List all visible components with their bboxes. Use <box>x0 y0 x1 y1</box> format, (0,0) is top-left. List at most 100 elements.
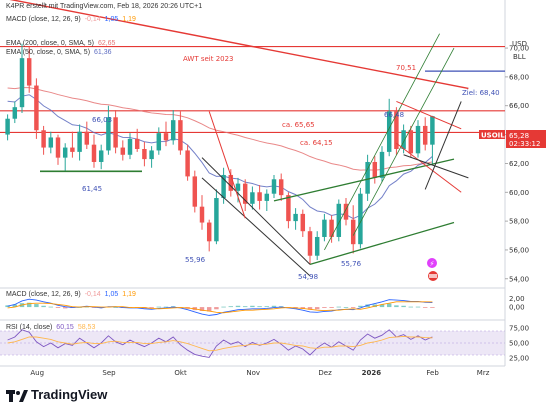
candle[interactable] <box>314 231 320 261</box>
macd-pane-legend[interactable]: MACD (close, 12, 26, 9) -0,14 1,05 1,19 <box>6 290 140 299</box>
candle[interactable] <box>163 121 169 147</box>
candle[interactable] <box>149 146 154 168</box>
time-tick-label: Mrz <box>477 369 490 377</box>
label-awt: AWT seit 2023 <box>183 55 234 63</box>
candle[interactable] <box>286 192 291 229</box>
candle[interactable] <box>26 46 32 93</box>
candle[interactable] <box>5 114 10 141</box>
currency-label[interactable]: USD <box>512 40 527 48</box>
macd-histogram-bar <box>408 306 414 308</box>
candle[interactable] <box>170 110 176 145</box>
macd-histogram-bar <box>214 307 219 310</box>
candle-body <box>98 150 104 162</box>
candle[interactable] <box>422 117 428 151</box>
candle[interactable] <box>113 110 118 154</box>
candle-body <box>300 213 306 232</box>
candle[interactable] <box>84 121 90 149</box>
candle[interactable] <box>242 179 248 212</box>
candle[interactable] <box>120 140 126 161</box>
label-7051: 70,51 <box>396 64 416 72</box>
candle[interactable] <box>365 154 370 201</box>
candle[interactable] <box>34 78 39 139</box>
lightning-icon[interactable] <box>427 258 437 268</box>
macd-histogram-bar <box>62 307 68 309</box>
macd-histogram-bar <box>350 307 356 308</box>
candle[interactable] <box>62 143 68 171</box>
candle[interactable] <box>250 186 255 210</box>
candle[interactable] <box>178 111 183 155</box>
macd-histogram-bar <box>314 307 320 310</box>
candle[interactable] <box>19 43 25 113</box>
candle-body <box>386 111 392 152</box>
brand-name: TradingView <box>31 387 108 402</box>
candle[interactable] <box>408 125 414 158</box>
rsi-pane-legend[interactable]: RSI (14, close) 60,15 58,53 <box>6 323 99 332</box>
candle[interactable] <box>206 219 212 252</box>
candle[interactable] <box>156 127 162 155</box>
candle[interactable] <box>293 208 298 230</box>
candle[interactable] <box>343 198 349 226</box>
candle[interactable] <box>127 133 133 160</box>
macd-legend-v3: 1,19 <box>122 16 136 23</box>
label-5596: 55,96 <box>185 256 206 264</box>
candle[interactable] <box>271 174 277 199</box>
candle[interactable] <box>12 101 18 124</box>
flag-icon-stripes <box>429 274 437 278</box>
candle[interactable] <box>350 205 356 254</box>
candle[interactable] <box>336 199 342 242</box>
candle[interactable] <box>142 141 147 167</box>
macd-histogram-bar <box>329 307 334 308</box>
price-tick-label: 66,00 <box>509 102 529 110</box>
macd-histogram-bar <box>343 307 349 308</box>
candle[interactable] <box>41 125 46 155</box>
candle[interactable] <box>300 209 306 237</box>
candle[interactable] <box>358 187 363 249</box>
tradingview-brand[interactable]: TradingView <box>6 387 107 402</box>
label-target: Ziel: 68,40 <box>462 89 500 97</box>
macd-histogram-bar <box>41 305 46 308</box>
rsi-line <box>7 329 433 358</box>
candle-body <box>422 125 428 145</box>
macd-histogram-bar <box>55 307 61 308</box>
candle-body <box>228 174 234 191</box>
candle[interactable] <box>77 124 82 161</box>
candle[interactable] <box>199 195 205 230</box>
candle[interactable] <box>264 189 270 212</box>
macd-histogram-bar <box>242 306 248 308</box>
macd-histogram-bar <box>422 307 428 308</box>
candle-body <box>55 137 61 158</box>
candle[interactable] <box>322 213 327 242</box>
candle-body <box>178 120 183 151</box>
macd-legend-top[interactable]: MACD (close, 12, 26, 9) -0,14 1,05 1,19 <box>6 15 140 24</box>
candle[interactable] <box>106 105 111 155</box>
candle[interactable] <box>185 144 190 181</box>
candle[interactable] <box>91 134 97 168</box>
candle[interactable] <box>372 156 378 184</box>
candle[interactable] <box>430 115 435 165</box>
candle[interactable] <box>134 128 140 152</box>
ema50-legend[interactable]: EMA (50, close, 0, SMA, 5) 61,36 <box>6 48 116 57</box>
candle[interactable] <box>307 226 313 265</box>
candle[interactable] <box>257 185 262 210</box>
candle[interactable] <box>48 131 54 154</box>
candle[interactable] <box>55 134 61 165</box>
candle[interactable] <box>415 120 421 158</box>
candle-body <box>257 192 262 201</box>
ema200-legend[interactable]: EMA (200, close, 0, SMA, 5) 62,65 <box>6 39 119 48</box>
candle[interactable] <box>192 170 198 213</box>
candle[interactable] <box>214 189 219 245</box>
candle-body <box>199 206 205 223</box>
macd-histogram-bar <box>430 307 435 308</box>
candle[interactable] <box>278 173 284 201</box>
candle[interactable] <box>228 169 234 197</box>
candle[interactable] <box>329 215 334 243</box>
candle-body <box>84 131 90 145</box>
short-support-line <box>396 142 462 193</box>
candle-body <box>185 150 190 177</box>
candle[interactable] <box>98 144 104 170</box>
price-tag-bg[interactable] <box>506 130 546 148</box>
macd-legend-v1: -0,14 <box>84 16 101 23</box>
candle[interactable] <box>70 131 75 158</box>
candle-body <box>278 179 284 196</box>
